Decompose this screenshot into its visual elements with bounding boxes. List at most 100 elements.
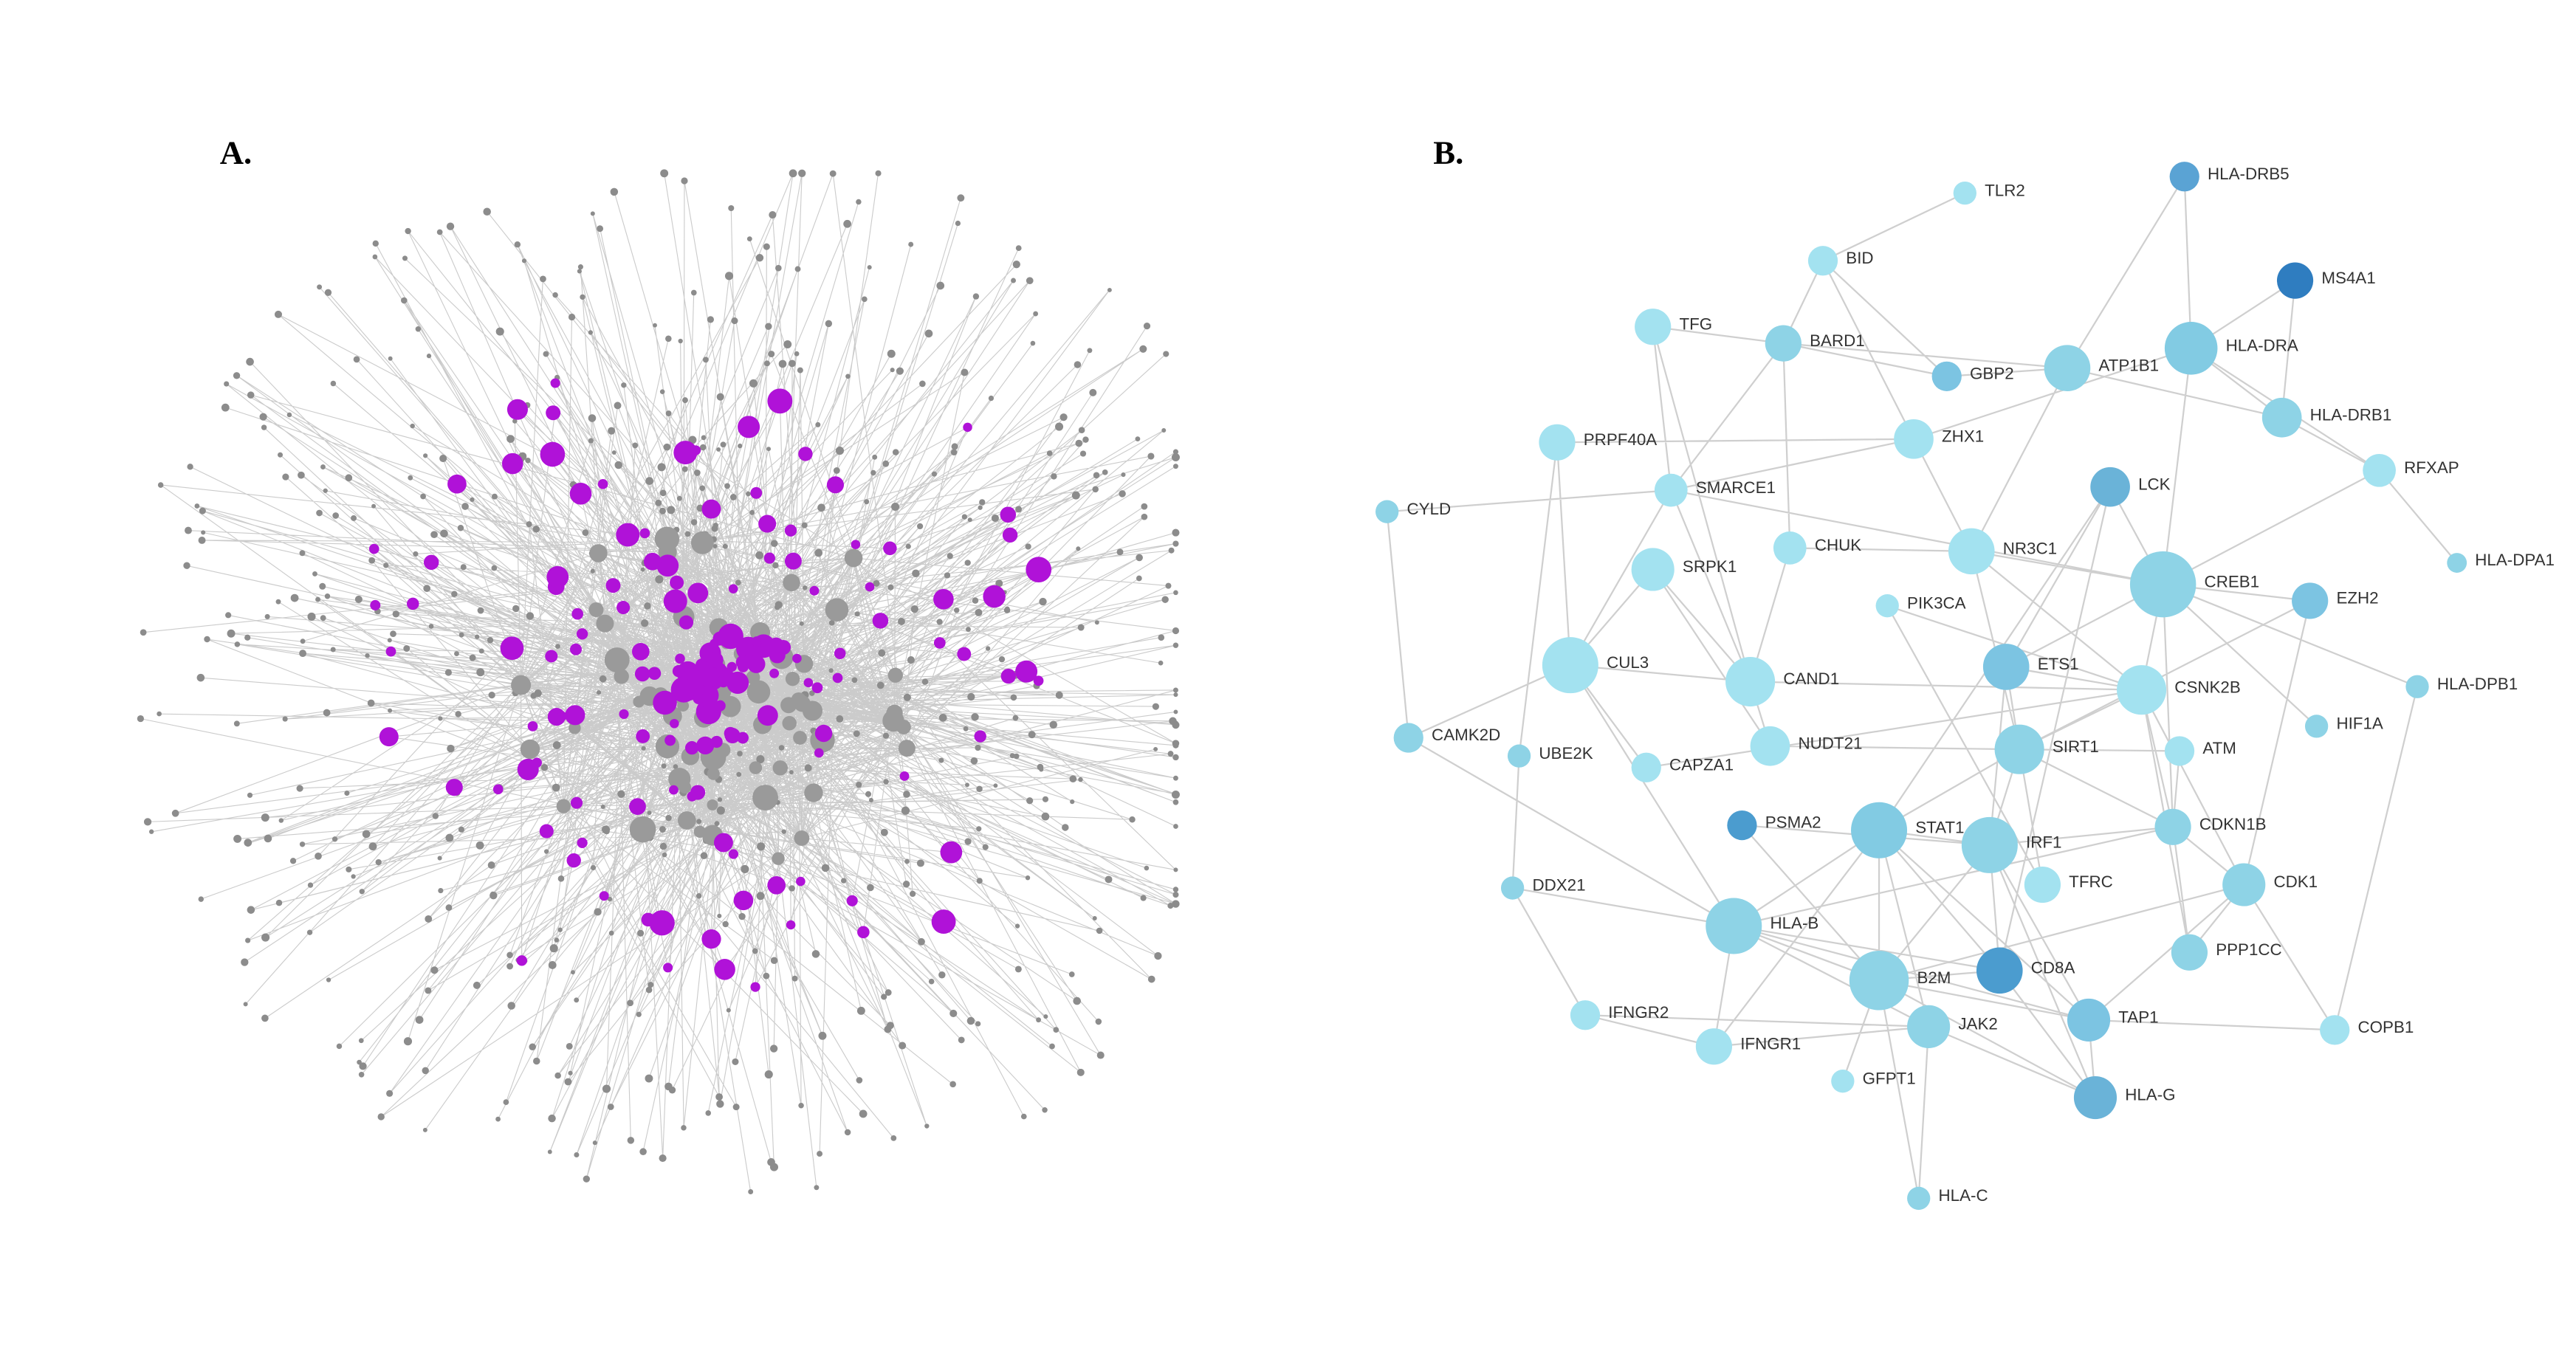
node xyxy=(1075,439,1083,447)
node xyxy=(728,204,735,212)
node xyxy=(487,637,494,644)
node xyxy=(1147,452,1155,460)
node-label: MS4A1 xyxy=(2321,269,2375,287)
node xyxy=(1092,916,1097,920)
node xyxy=(521,258,527,264)
node xyxy=(684,667,698,681)
node xyxy=(506,435,515,443)
node xyxy=(438,888,444,894)
node xyxy=(199,507,206,514)
node xyxy=(818,1031,827,1040)
node xyxy=(403,645,411,652)
node xyxy=(699,444,707,451)
node xyxy=(386,1090,394,1097)
node xyxy=(975,1021,981,1027)
node xyxy=(368,557,376,564)
node xyxy=(264,834,272,843)
node xyxy=(1087,348,1093,354)
node xyxy=(705,1110,712,1116)
node-label: NUDT21 xyxy=(1798,734,1862,752)
node xyxy=(1037,763,1044,771)
node xyxy=(967,517,972,523)
node xyxy=(383,562,389,568)
node xyxy=(2073,1075,2118,1120)
node-label: CAPZA1 xyxy=(1669,755,1734,774)
node xyxy=(410,423,415,429)
node xyxy=(529,1043,537,1051)
node xyxy=(566,1042,573,1050)
node-label: HLA-C xyxy=(1939,1186,1988,1205)
node-label: HLA-DPB1 xyxy=(2437,675,2518,693)
node xyxy=(557,875,565,882)
node xyxy=(548,1114,556,1123)
node xyxy=(1153,746,1158,751)
node xyxy=(916,859,924,867)
node xyxy=(2024,866,2061,903)
node xyxy=(323,488,328,493)
node xyxy=(716,447,721,452)
node xyxy=(592,1140,597,1146)
node xyxy=(2090,467,2130,507)
node-label: SMARCE1 xyxy=(1696,478,1776,497)
node xyxy=(678,811,696,830)
node xyxy=(359,889,365,895)
node xyxy=(245,937,251,943)
node-label: ZHX1 xyxy=(1942,427,1984,445)
node xyxy=(244,839,253,847)
node xyxy=(801,522,808,529)
node xyxy=(1096,1051,1105,1059)
node xyxy=(247,391,255,399)
node-label: PPP1CC xyxy=(2216,940,2281,959)
node xyxy=(599,891,609,901)
node xyxy=(491,493,498,500)
node xyxy=(933,637,946,649)
node xyxy=(696,819,702,825)
node xyxy=(1028,731,1036,739)
node xyxy=(912,569,920,577)
node xyxy=(588,330,594,335)
node-label: STAT1 xyxy=(1915,818,1964,836)
node xyxy=(717,797,723,802)
node xyxy=(1982,644,2030,690)
node-label: HLA-G xyxy=(2125,1086,2175,1104)
node xyxy=(1631,752,1661,782)
node xyxy=(763,243,770,250)
node xyxy=(917,523,924,530)
node xyxy=(751,636,762,647)
node xyxy=(958,1036,965,1044)
node xyxy=(445,833,454,842)
node xyxy=(365,653,370,658)
edges xyxy=(140,173,1176,1192)
node xyxy=(332,512,340,519)
node xyxy=(933,588,954,610)
node xyxy=(853,730,860,737)
node xyxy=(345,474,353,482)
node xyxy=(843,219,852,228)
node xyxy=(936,281,945,290)
node xyxy=(881,994,887,1000)
node-label: IFNGR2 xyxy=(1608,1003,1669,1022)
node-label: JAK2 xyxy=(1958,1015,1997,1033)
node xyxy=(571,970,575,975)
node xyxy=(826,476,845,494)
node xyxy=(574,1152,580,1157)
node xyxy=(643,552,662,571)
node xyxy=(732,1104,740,1111)
node xyxy=(512,605,520,613)
node xyxy=(1172,791,1179,797)
node xyxy=(1695,1028,1733,1065)
node xyxy=(569,643,582,655)
node-label: PRPF40A xyxy=(1584,430,1658,449)
node xyxy=(629,798,646,816)
node xyxy=(1049,1043,1055,1050)
node xyxy=(330,380,337,387)
node xyxy=(665,335,672,342)
node xyxy=(867,884,874,892)
node xyxy=(543,351,549,357)
node xyxy=(936,619,943,625)
node xyxy=(196,673,205,682)
node xyxy=(737,751,743,757)
node xyxy=(362,830,371,839)
node-label: BARD1 xyxy=(1810,331,1865,350)
node xyxy=(1875,594,1899,618)
